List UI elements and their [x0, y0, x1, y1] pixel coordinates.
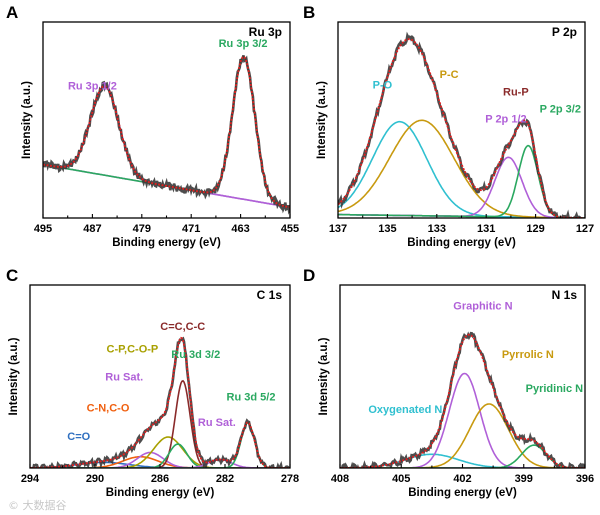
component-pyrrolic-n	[340, 403, 585, 468]
x-tick-label: 463	[231, 223, 249, 235]
panel-title: C 1s	[257, 288, 283, 302]
annotation-c-p-c-o-p: C-P,C-O-P	[107, 344, 159, 356]
y-axis-title: Intensity (a.u.)	[316, 81, 328, 159]
x-tick-label: 408	[331, 473, 349, 485]
plot-area	[43, 55, 290, 215]
x-axis-title: Binding energy (eV)	[106, 487, 215, 499]
annotation-c-n-c-o: C-N,C-O	[87, 403, 130, 415]
annotation-ru-3p-1-2: Ru 3p 1/2	[68, 81, 117, 93]
plot-frame	[42, 21, 291, 219]
fit-envelope-line	[30, 336, 290, 468]
x-tick-label: 399	[515, 473, 533, 485]
x-tick-label: 455	[281, 223, 299, 235]
y-axis-title: Intensity (a.u.)	[21, 81, 33, 159]
panel-title: Ru 3p	[249, 25, 282, 39]
x-tick-label: 487	[83, 223, 101, 235]
annotation-p-2p-1-2: P 2p 1/2	[485, 114, 526, 126]
plot-frame	[339, 284, 586, 469]
panel-letter: D	[303, 266, 315, 285]
x-tick-label: 471	[182, 223, 200, 235]
x-tick-label: 137	[329, 223, 347, 235]
x-tick-label: 131	[477, 223, 495, 235]
panel-title: N 1s	[552, 288, 578, 302]
x-axis-title: Binding energy (eV)	[112, 237, 221, 249]
annotation-ru-3d-5-2: Ru 3d 5/2	[227, 391, 276, 403]
plot-area	[340, 331, 585, 468]
x-tick-label: 278	[281, 473, 299, 485]
x-tick-label: 282	[216, 473, 234, 485]
annotation-ru-3d-3-2: Ru 3d 3/2	[171, 349, 220, 361]
fit-envelope-line	[340, 333, 585, 468]
x-tick-label: 127	[576, 223, 594, 235]
x-tick-label: 290	[86, 473, 104, 485]
annotation-graphitic-n: Graphitic N	[453, 300, 512, 312]
component-ru-sat	[30, 451, 290, 468]
x-tick-label: 479	[133, 223, 151, 235]
annotation-ru-p: Ru-P	[503, 86, 529, 98]
x-axis-title: Binding energy (eV)	[407, 237, 516, 249]
x-tick-label: 402	[453, 473, 471, 485]
annotation-p-c: P-C	[440, 69, 459, 81]
x-tick-label: 286	[151, 473, 169, 485]
fit-envelope-line	[43, 55, 290, 209]
panel-letter: C	[6, 266, 18, 285]
component-c-n-c-o	[30, 455, 290, 468]
y-axis-title: Intensity (a.u.)	[318, 337, 330, 415]
annotation-ru-3p-3-2: Ru 3p 3/2	[219, 38, 268, 50]
raw-data-line	[338, 31, 585, 218]
component-c-p-c-o-p	[30, 436, 290, 468]
annotation-c-o: C=O	[67, 431, 90, 443]
x-axis-title: Binding energy (eV)	[408, 487, 517, 499]
y-axis-title: Intensity (a.u.)	[8, 337, 20, 415]
panel-d: 408 405 402 399 396 Binding energy (eV) Intens…	[303, 266, 594, 499]
panel-letter: A	[6, 3, 18, 22]
panel-a: 495 487 479 471 463 455 Binding energy (eV) Int…	[6, 3, 299, 249]
x-tick-label: 405	[392, 473, 410, 485]
plot-area	[338, 31, 585, 218]
annotation-oxygenated-n: Oxygenated N	[368, 404, 442, 416]
fit-envelope-line	[338, 38, 585, 218]
x-tick-label: 294	[21, 473, 40, 485]
annotation-pyridinic-n: Pyridinic N	[526, 383, 584, 395]
x-tick-label: 495	[34, 223, 52, 235]
x-tick-label: 396	[576, 473, 594, 485]
watermark-text: © 大数据谷	[8, 498, 67, 512]
plot-area	[30, 336, 290, 468]
annotation-pyrrolic-n: Pyrrolic N	[502, 349, 554, 361]
annotation-p-o: P-O	[373, 79, 393, 91]
annotation-c-c-c-c: C=C,C-C	[160, 321, 205, 333]
annotation-ru-sat: Ru Sat.	[198, 417, 236, 429]
raw-data-line	[43, 55, 290, 215]
panel-title: P 2p	[552, 25, 577, 39]
raw-data-line	[30, 336, 290, 468]
panel-b: 137 135 133 131 129 127 Binding energy (eV) Int…	[303, 3, 594, 249]
annotation-p-2p-3-2: P 2p 3/2	[540, 103, 581, 115]
annotation-ru-sat: Ru Sat.	[105, 372, 143, 384]
x-tick-label: 133	[428, 223, 446, 235]
x-tick-label: 129	[526, 223, 544, 235]
panel-c: 294 290 286 282 278 Binding energy (eV) Intens…	[6, 266, 299, 499]
component-graphitic-n	[340, 372, 585, 468]
panel-letter: B	[303, 3, 315, 22]
x-tick-label: 135	[378, 223, 396, 235]
